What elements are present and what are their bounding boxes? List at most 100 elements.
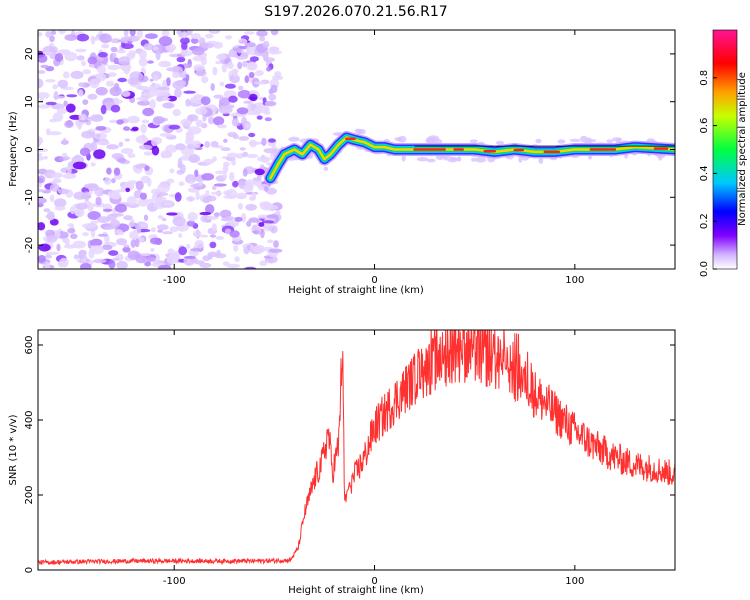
noise-blob [248,196,255,201]
noise-blob [106,144,119,150]
noise-blob [52,112,64,122]
ridge-speck [535,138,542,144]
noise-blob [79,147,91,157]
noise-blob [57,188,69,195]
noise-blob [136,97,149,101]
colorbar-tick-label: 0.6 [699,118,710,134]
noise-blob [219,97,231,107]
noise-blob [239,147,246,151]
noise-blob [209,241,217,249]
noise-blob [200,96,211,106]
noise-blob [168,124,181,130]
noise-blob [232,69,238,78]
noise-blob [131,126,139,131]
noise-blob [229,74,240,84]
noise-blob [234,216,243,222]
noise-blob [152,46,159,51]
noise-blob [66,94,78,98]
noise-blob [44,254,53,259]
noise-blob [53,198,67,208]
noise-blob [212,66,218,76]
noise-blob [120,147,134,155]
noise-blob [103,177,112,185]
noise-blob [146,177,152,187]
noise-blob [134,238,140,248]
noise-blob [248,62,256,70]
noise-blob [38,92,50,99]
noise-blob [204,141,211,148]
ridge-speck [615,138,621,142]
spectrogram-frame [37,29,676,270]
colorbar-label: Normalized spectral amplitude [737,72,748,226]
noise-blob [110,46,118,53]
noise-blob [174,88,182,98]
noise-blob [199,234,209,238]
noise-blob [155,50,161,61]
snr-panel: -100 0 100 0 200 400 600 Height of straight li… [8,329,676,596]
noise-blob [134,163,146,169]
noise-blob [65,103,76,113]
colorbar-gradient [712,29,738,270]
noise-blob [162,102,174,109]
ridge-speck [425,137,435,144]
ridge-speck [447,156,458,163]
noise-blob [263,148,276,154]
noise-blob [201,173,215,181]
noise-blob [237,89,251,99]
noise-blob [257,214,269,219]
figure-title: S197.2026.070.21.56.R17 [264,4,447,20]
noise-blob [124,138,130,142]
noise-blob [116,158,127,163]
noise-blob [185,98,191,107]
noise-blob [244,75,249,84]
noise-blob [69,114,82,120]
noise-blob [82,232,89,237]
noise-blob [102,208,113,212]
noise-blob [38,104,51,109]
noise-blob [98,51,108,58]
snr-xtick-label: 100 [565,576,584,587]
noise-blob [266,214,279,219]
noise-blob [67,166,72,175]
noise-blob [213,212,220,218]
noise-blob [116,260,128,269]
noise-blob [116,49,126,54]
noise-blob [194,260,205,265]
noise-blob [178,181,185,186]
noise-blob [43,208,51,213]
noise-blob [216,54,227,61]
noise-blob [253,107,263,114]
snr-series-line [38,330,675,566]
colorbar-tick-label: 0.4 [699,165,710,181]
noise-blob [75,48,87,53]
noise-blob [226,263,241,269]
ridge-speck [557,139,566,144]
noise-blob [201,57,207,66]
noise-blob [42,51,55,55]
noise-blob [232,134,239,140]
noise-blob [70,70,84,80]
ridge-speck [398,135,407,143]
noise-blob [172,216,186,227]
noise-blob [187,212,198,222]
noise-blob [77,122,82,130]
noise-blob [187,114,199,122]
noise-blob [259,260,268,267]
noise-blob [56,243,61,252]
snr-ticks: -100 0 100 0 200 400 600 [24,330,675,587]
noise-blob [226,152,239,158]
noise-blob [106,167,112,175]
noise-blob [101,244,113,250]
noise-blob [195,119,204,127]
noise-blob [63,100,68,107]
noise-blob [57,79,69,89]
noise-blob [268,93,277,101]
noise-blob [46,234,58,243]
noise-blob [88,248,95,259]
ridge-speck [469,139,479,143]
noise-blob [138,57,148,67]
snr-ytick-label: 0 [24,567,35,573]
noise-blob [141,92,152,97]
noise-blob [205,195,217,202]
noise-blob [262,40,270,49]
